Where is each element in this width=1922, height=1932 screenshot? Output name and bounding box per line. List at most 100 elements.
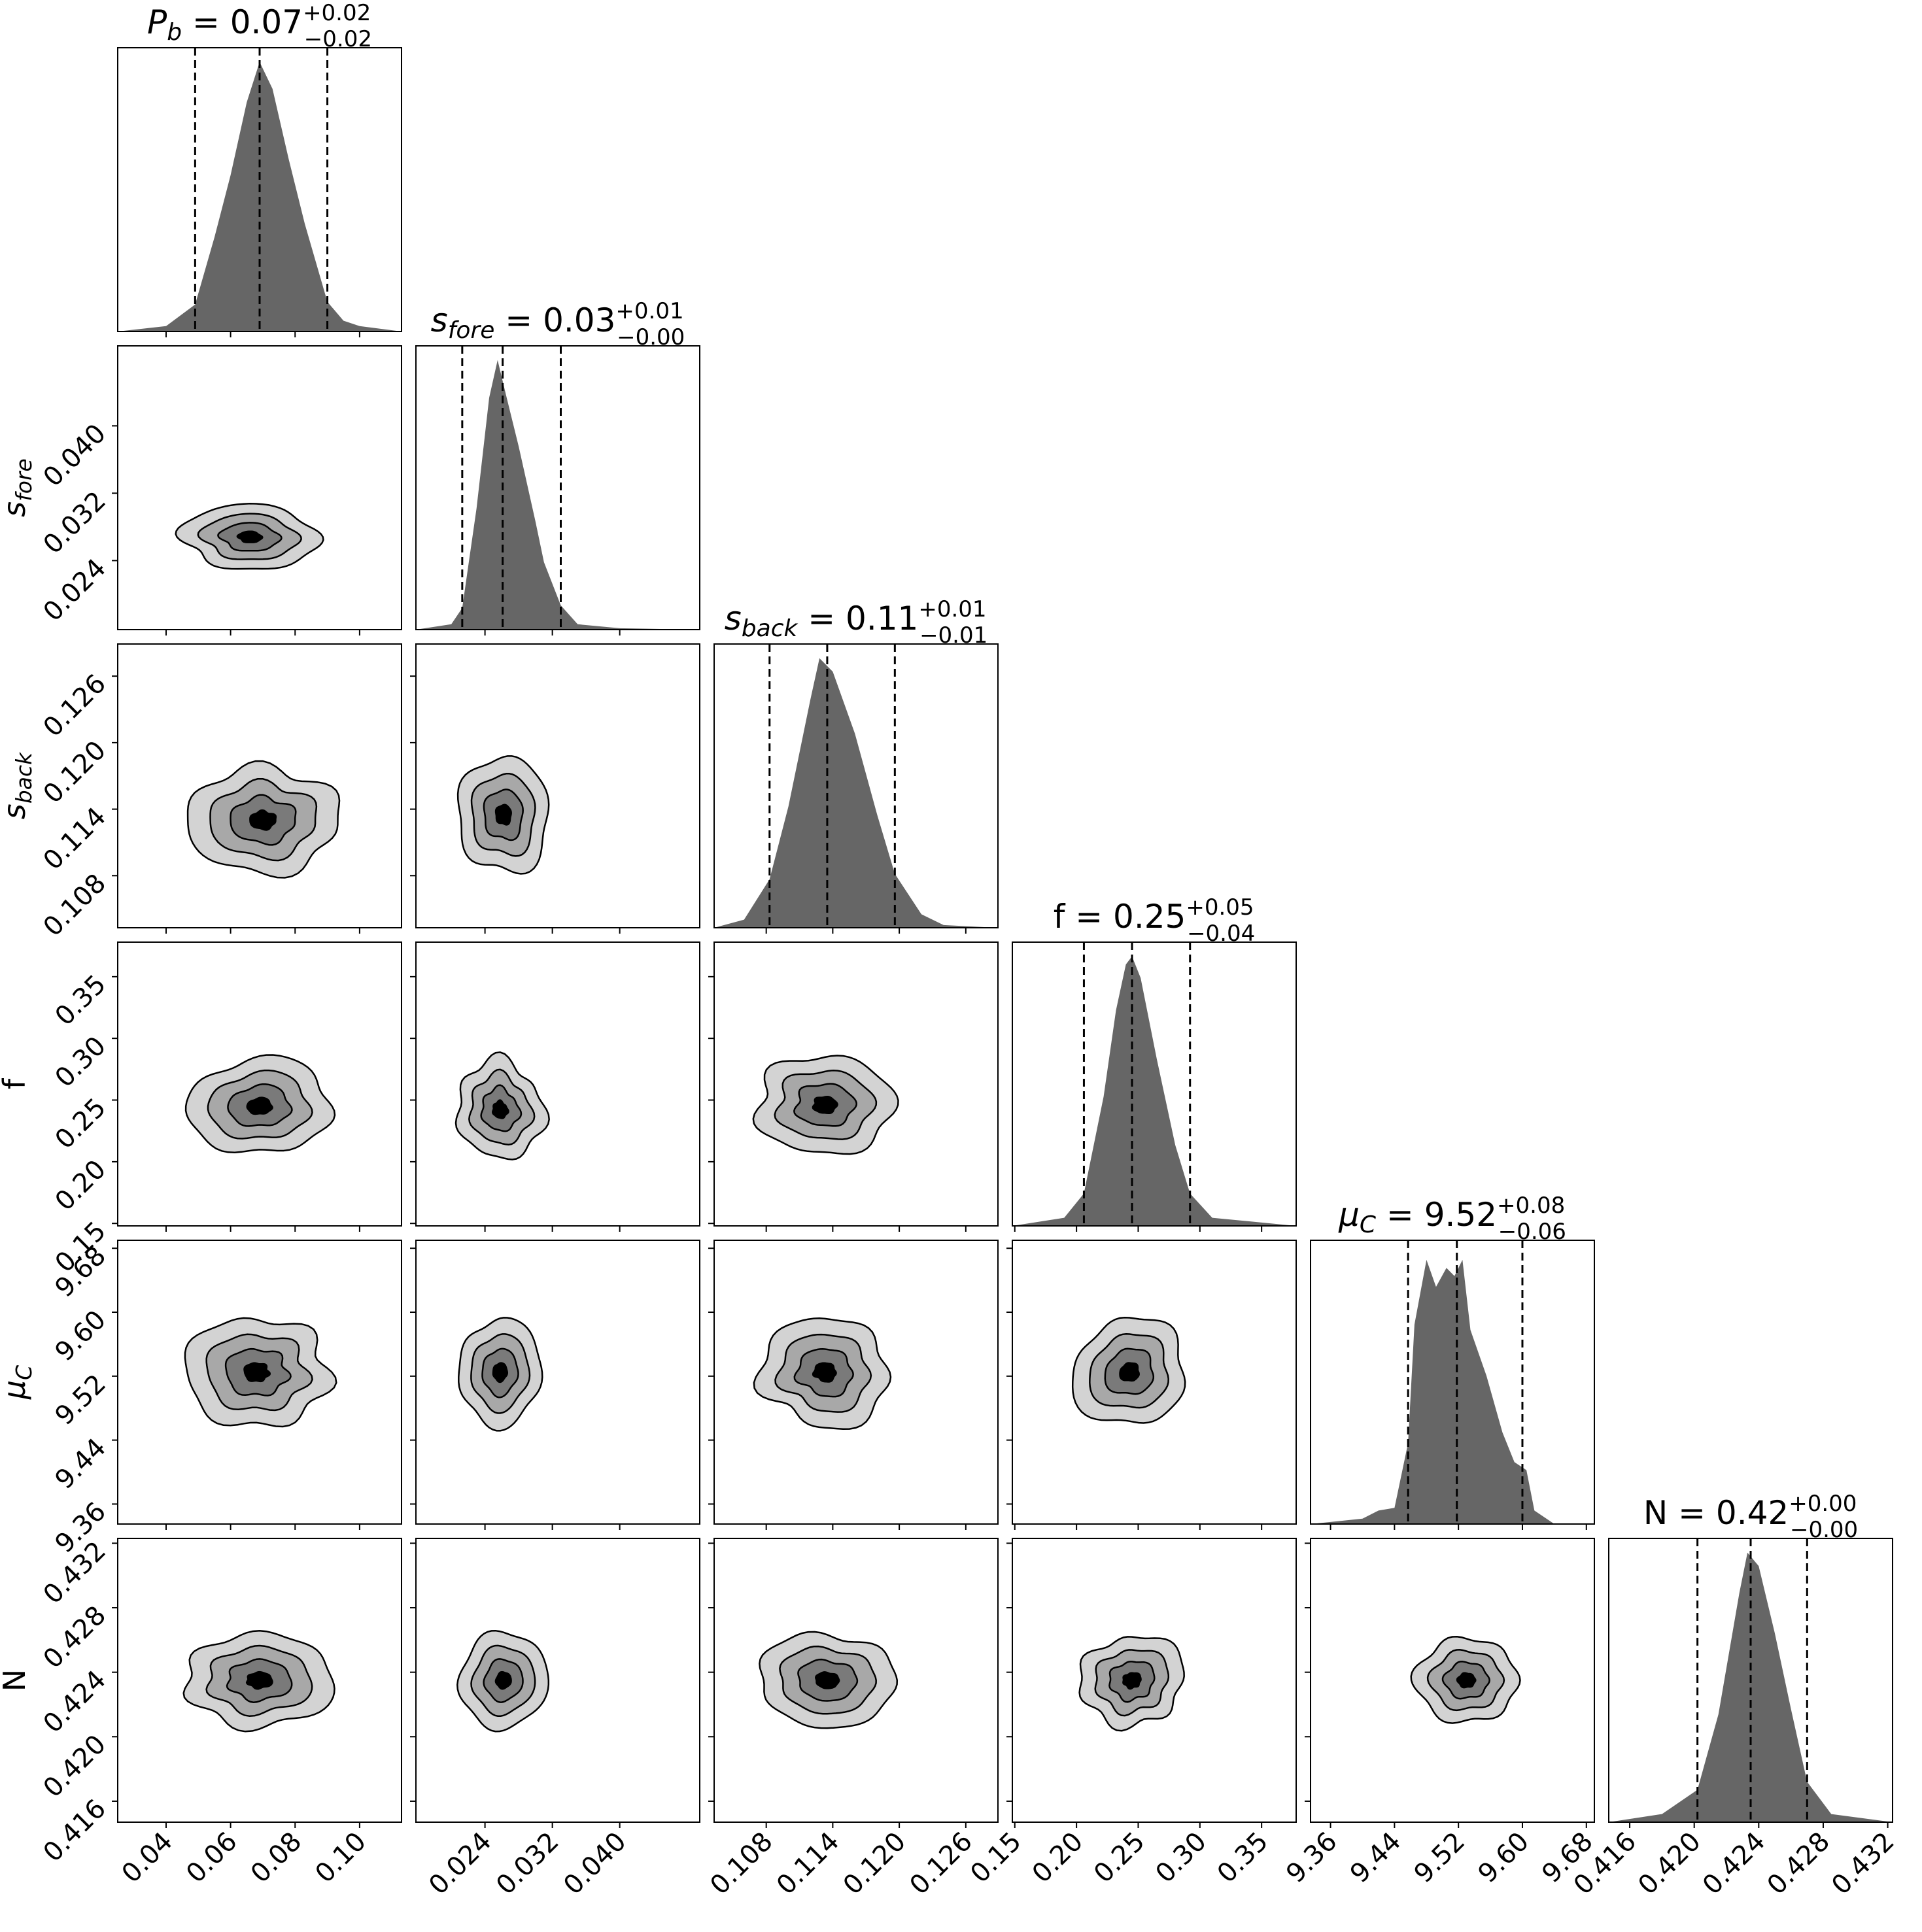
contour-frame xyxy=(1012,1240,1297,1525)
contour-frame xyxy=(117,941,402,1227)
contour-panel-Pb-sfore xyxy=(112,345,402,636)
xtick-label-Pb: 0.08 xyxy=(245,1827,308,1890)
hist-panel-muC xyxy=(1310,1240,1595,1530)
hist-area-N xyxy=(1609,1552,1893,1822)
contour-frame xyxy=(415,643,700,928)
xtick-label-muC: 9.44 xyxy=(1345,1827,1407,1890)
contour-panel-sfore-sback xyxy=(410,643,700,934)
xtick-label-N: 0.420 xyxy=(1632,1827,1707,1901)
ytick-label-N: 0.416 xyxy=(38,1793,112,1868)
hist-area-f xyxy=(1012,956,1296,1226)
xtick-label-muC: 9.36 xyxy=(1280,1827,1343,1890)
hist-panel-N xyxy=(1608,1538,1893,1828)
yaxis-label-N: N xyxy=(0,1669,32,1691)
contour-frame xyxy=(415,1538,700,1823)
xtick-label-f: 0.15 xyxy=(965,1827,1027,1890)
xtick-label-N: 0.432 xyxy=(1826,1827,1900,1901)
contour-panel-f-N xyxy=(1006,1538,1297,1828)
hist-panel-f xyxy=(1012,941,1297,1232)
contour-panel-f-muC xyxy=(1006,1240,1297,1530)
contour-level-4 xyxy=(492,1362,509,1383)
hist-area-muC xyxy=(1311,1259,1594,1524)
xtick-label-sback: 0.126 xyxy=(904,1827,978,1901)
ytick-label-sback: 0.126 xyxy=(38,669,112,743)
contour-panel-Pb-muC xyxy=(112,1240,402,1530)
ytick-label-sback: 0.114 xyxy=(38,802,112,876)
contour-frame xyxy=(1310,1538,1595,1823)
contour-frame xyxy=(713,941,999,1227)
contour-frame xyxy=(415,941,700,1227)
contour-frame xyxy=(117,345,402,630)
panel-title-N: N = 0.42+0.00 −0.00 xyxy=(1643,1491,1858,1543)
contour-frame xyxy=(1012,1538,1297,1823)
xtick-label-sfore: 0.024 xyxy=(423,1827,498,1901)
hist-panel-sback xyxy=(713,643,999,934)
xtick-label-muC: 9.52 xyxy=(1409,1827,1471,1890)
panel-title-muC: μC = 9.52+0.08 −0.06 xyxy=(1338,1193,1566,1245)
yaxis-label-muC: μC xyxy=(0,1365,37,1400)
ytick-label-muC: 9.52 xyxy=(50,1368,112,1431)
panel-title-f: f = 0.25+0.05 −0.04 xyxy=(1054,894,1256,947)
contour-level-4 xyxy=(492,1099,509,1119)
panels-layer xyxy=(112,47,1893,1828)
contour-frame xyxy=(713,1240,999,1525)
xtick-label-sfore: 0.032 xyxy=(490,1827,565,1901)
ytick-label-sback: 0.120 xyxy=(38,735,112,809)
contour-panel-sfore-f xyxy=(410,941,700,1232)
xtick-label-f: 0.25 xyxy=(1088,1827,1151,1890)
contour-level-4 xyxy=(246,1096,273,1115)
hist-panel-Pb xyxy=(117,47,402,337)
contour-panel-sback-N xyxy=(708,1538,999,1828)
contour-level-4 xyxy=(812,1095,838,1115)
hist-frame-Pb xyxy=(117,47,402,332)
ytick-label-N: 0.424 xyxy=(38,1665,112,1739)
contour-panel-muC-N xyxy=(1305,1538,1595,1828)
hist-frame-N xyxy=(1608,1538,1893,1823)
contour-frame xyxy=(415,1240,700,1525)
xtick-label-sback: 0.108 xyxy=(704,1827,779,1901)
contour-panel-Pb-f xyxy=(112,941,402,1232)
contour-frame xyxy=(117,1538,402,1823)
contour-level-4 xyxy=(815,1671,840,1689)
yaxis-label-sback: sback xyxy=(0,751,37,819)
ytick-label-sfore: 0.032 xyxy=(38,486,112,560)
xtick-label-Pb: 0.04 xyxy=(116,1827,179,1890)
ytick-label-N: 0.428 xyxy=(38,1601,112,1675)
contour-frame xyxy=(117,1240,402,1525)
ytick-label-f: 0.35 xyxy=(50,969,112,1032)
hist-area-Pb xyxy=(118,61,402,331)
xtick-label-sback: 0.120 xyxy=(838,1827,912,1901)
hist-frame-muC xyxy=(1310,1240,1595,1525)
hist-frame-sfore xyxy=(415,345,700,630)
panel-title-sfore: sfore = 0.03+0.01 −0.00 xyxy=(431,298,685,350)
contour-level-4 xyxy=(1456,1672,1477,1689)
ytick-label-f: 0.20 xyxy=(50,1154,112,1217)
yaxis-label-f: f xyxy=(0,1077,32,1089)
ytick-label-f: 0.25 xyxy=(50,1093,112,1155)
xtick-label-sfore: 0.040 xyxy=(558,1827,632,1901)
xtick-label-muC: 9.60 xyxy=(1473,1827,1536,1890)
ytick-label-sfore: 0.040 xyxy=(38,418,112,493)
contour-level-4 xyxy=(236,530,264,543)
xtick-label-N: 0.428 xyxy=(1762,1827,1836,1901)
contour-frame xyxy=(713,1538,999,1823)
xtick-label-f: 0.35 xyxy=(1212,1827,1275,1890)
ytick-label-muC: 9.60 xyxy=(50,1305,112,1368)
panel-title-Pb: Pb = 0.07+0.02 −0.02 xyxy=(147,0,372,52)
contour-level-4 xyxy=(243,1362,271,1383)
ytick-label-muC: 9.44 xyxy=(50,1432,112,1495)
hist-frame-f xyxy=(1012,941,1297,1227)
contour-frame xyxy=(117,643,402,928)
panel-title-sback: sback = 0.11+0.01 −0.01 xyxy=(725,596,988,649)
xtick-label-sback: 0.114 xyxy=(771,1827,846,1901)
contour-panel-sfore-N xyxy=(410,1538,700,1828)
contour-panel-Pb-N xyxy=(112,1538,402,1828)
contour-level-4 xyxy=(249,809,277,831)
ytick-label-f: 0.30 xyxy=(50,1031,112,1094)
hist-area-sfore xyxy=(416,360,700,630)
xtick-label-N: 0.424 xyxy=(1697,1827,1772,1901)
xtick-label-f: 0.20 xyxy=(1027,1827,1090,1890)
contour-level-4 xyxy=(1122,1672,1142,1690)
contour-level-4 xyxy=(245,1670,273,1690)
